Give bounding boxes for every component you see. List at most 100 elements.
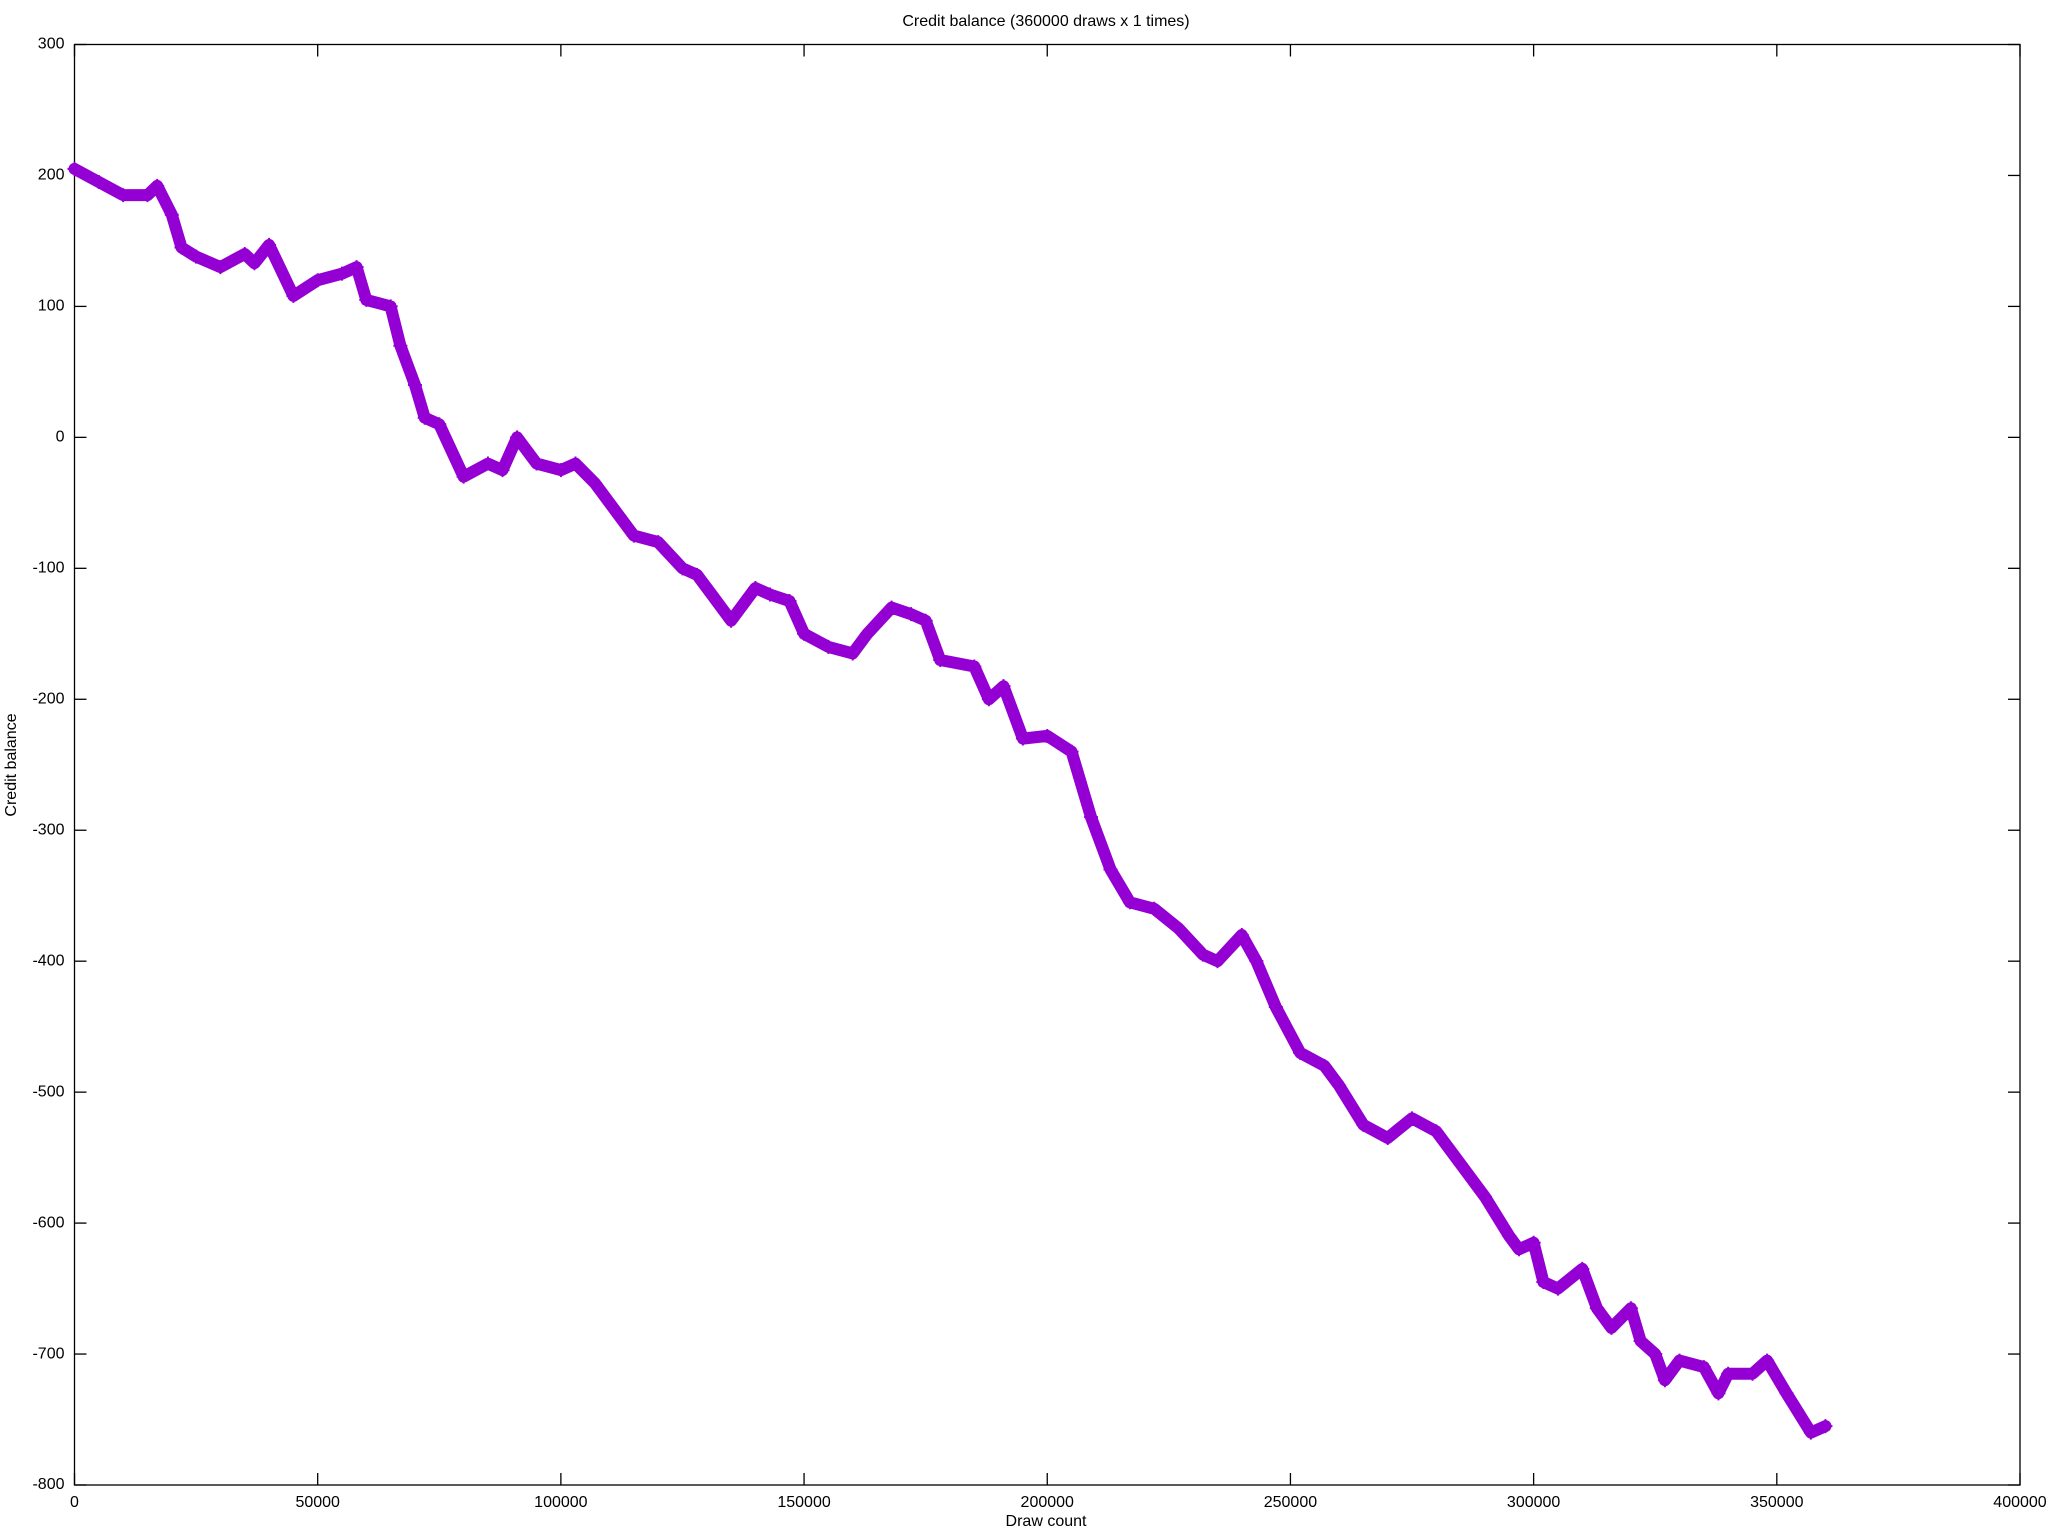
point-marker: [763, 587, 778, 602]
point-marker: [1648, 1347, 1663, 1362]
point-marker: [1249, 954, 1264, 969]
point-marker: [1429, 1124, 1444, 1139]
y-tick-label: 0: [56, 429, 65, 446]
point-marker: [335, 266, 350, 281]
y-tick-label: -200: [32, 690, 64, 707]
y-tick-label: -300: [32, 821, 64, 838]
point-marker: [1122, 895, 1137, 910]
point-marker: [1210, 954, 1225, 969]
point-marker: [845, 646, 860, 661]
x-tick-label: 100000: [534, 1494, 587, 1511]
x-tick-label: 300000: [1507, 1494, 1560, 1511]
point-marker: [1657, 1373, 1672, 1388]
point-marker: [1293, 1045, 1308, 1060]
point-marker: [724, 613, 739, 628]
point-marker: [1234, 927, 1249, 942]
point-marker: [480, 456, 495, 471]
point-marker: [1589, 1301, 1604, 1316]
point-marker: [1147, 901, 1162, 916]
point-marker: [310, 273, 325, 288]
y-tick-label: -400: [32, 952, 64, 969]
point-marker: [1536, 1275, 1551, 1290]
point-marker: [1015, 731, 1030, 746]
point-marker: [262, 237, 277, 252]
point-marker: [1171, 921, 1186, 936]
point-marker: [1803, 1425, 1818, 1440]
point-marker: [1268, 1000, 1283, 1015]
point-marker: [782, 594, 797, 609]
point-marker: [213, 260, 228, 275]
point-marker: [1040, 728, 1055, 743]
point-marker: [1477, 1189, 1492, 1204]
point-marker: [981, 692, 996, 707]
x-tick-label: 150000: [777, 1494, 830, 1511]
point-marker: [1672, 1353, 1687, 1368]
point-marker: [1084, 810, 1099, 825]
point-marker: [1721, 1366, 1736, 1381]
point-marker: [1195, 947, 1210, 962]
point-marker: [189, 249, 204, 264]
y-tick-label: -600: [32, 1214, 64, 1231]
chart-title: Credit balance (360000 draws x 1 times): [902, 13, 1189, 30]
point-marker: [933, 652, 948, 667]
point-marker: [1623, 1301, 1638, 1316]
point-marker: [432, 417, 447, 432]
y-tick-label: 300: [38, 36, 65, 53]
y-tick-label: -700: [32, 1345, 64, 1362]
y-tick-label: 200: [38, 167, 65, 184]
y-tick-label: -100: [32, 560, 64, 577]
x-axis-label: Draw count: [1006, 1513, 1087, 1530]
point-marker: [1526, 1235, 1541, 1250]
point-marker: [286, 288, 301, 303]
point-marker: [587, 476, 602, 491]
point-marker: [1064, 744, 1079, 759]
y-tick-label: -500: [32, 1083, 64, 1100]
point-marker: [1633, 1333, 1648, 1348]
x-tick-label: 250000: [1264, 1494, 1317, 1511]
point-marker: [237, 247, 252, 262]
point-marker: [1405, 1111, 1420, 1126]
point-marker: [529, 456, 544, 471]
point-marker: [1512, 1242, 1527, 1257]
point-marker: [1103, 862, 1118, 877]
x-tick-label: 400000: [1993, 1494, 2046, 1511]
point-marker: [164, 207, 179, 222]
point-marker: [860, 626, 875, 641]
y-tick-label: -800: [32, 1476, 64, 1493]
point-marker: [510, 430, 525, 445]
point-marker: [690, 567, 705, 582]
point-marker: [904, 607, 919, 622]
point-marker: [174, 240, 189, 255]
point-marker: [140, 188, 155, 203]
x-tick-label: 200000: [1021, 1494, 1074, 1511]
point-marker: [626, 528, 641, 543]
point-marker: [1317, 1058, 1332, 1073]
point-marker: [553, 463, 568, 478]
point-marker: [1779, 1386, 1794, 1401]
point-marker: [1745, 1366, 1760, 1381]
point-marker: [359, 292, 374, 307]
point-marker: [748, 580, 763, 595]
point-marker: [967, 659, 982, 674]
point-marker: [1711, 1386, 1726, 1401]
point-marker: [247, 256, 262, 271]
point-marker: [821, 639, 836, 654]
point-marker: [91, 175, 106, 190]
point-marker: [1502, 1229, 1517, 1244]
point-marker: [704, 587, 719, 602]
point-marker: [1453, 1157, 1468, 1172]
point-marker: [1818, 1419, 1833, 1434]
point-marker: [1696, 1360, 1711, 1375]
point-marker: [456, 469, 471, 484]
point-marker: [407, 377, 422, 392]
point-marker: [417, 410, 432, 425]
point-marker: [568, 456, 583, 471]
y-tick-label: 100: [38, 298, 65, 315]
point-marker: [996, 679, 1011, 694]
point-marker: [918, 613, 933, 628]
point-marker: [612, 508, 627, 523]
point-marker: [1604, 1320, 1619, 1335]
point-marker: [150, 178, 165, 193]
